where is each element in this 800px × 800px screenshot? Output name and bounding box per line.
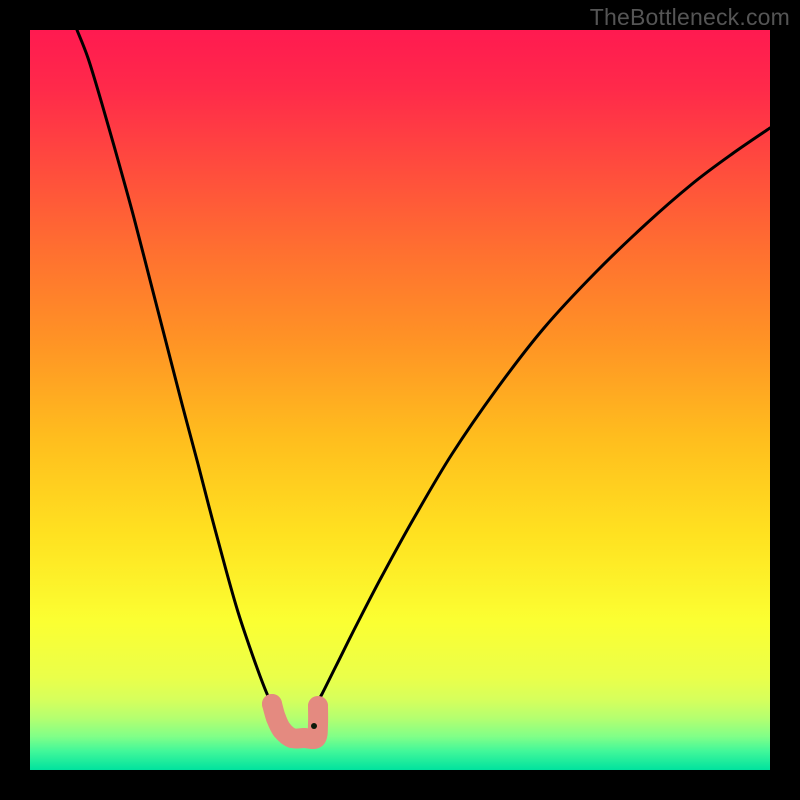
plot-background	[30, 30, 770, 770]
bottom-cluster-point	[308, 696, 328, 716]
watermark-text: TheBottleneck.com	[590, 4, 790, 31]
valley-dark-dot	[311, 723, 317, 729]
bottom-cluster-point	[308, 714, 328, 734]
chart-svg	[0, 0, 800, 800]
chart-container: TheBottleneck.com	[0, 0, 800, 800]
